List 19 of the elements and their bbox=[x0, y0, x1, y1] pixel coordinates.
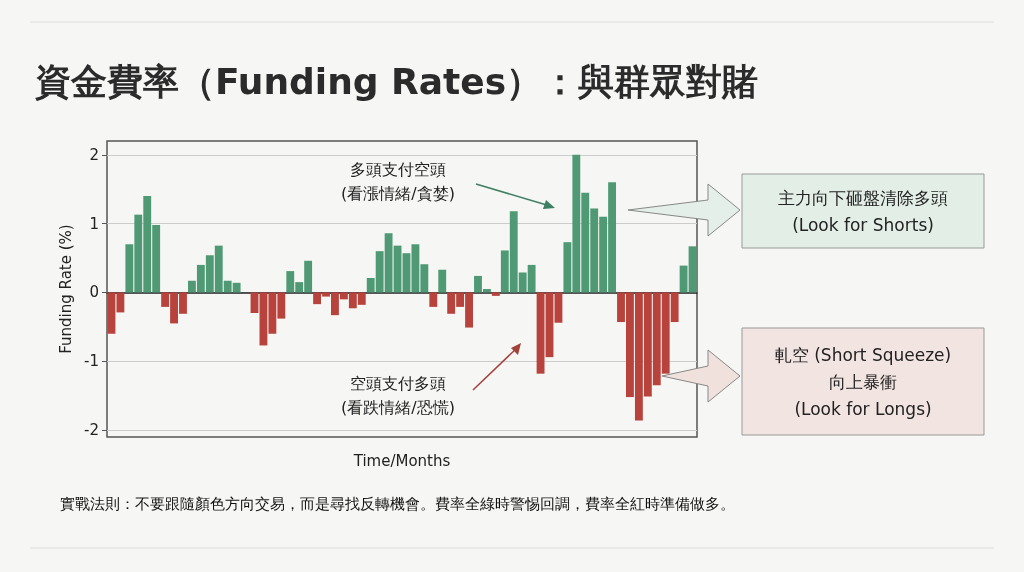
y-axis-title: Funding Rate (%) bbox=[56, 224, 75, 354]
bar bbox=[536, 292, 545, 374]
x-axis-title: Time/Months bbox=[352, 451, 451, 470]
text: 實戰法則：不要跟隨顏色方向交易，而是尋找反轉機會。費率全綠時警惕回調，費率全紅時準備做多。 bbox=[60, 494, 735, 513]
y-tick-label: 2 bbox=[89, 145, 99, 164]
y-tick-label: -2 bbox=[84, 421, 99, 440]
y-tick-label: -1 bbox=[84, 352, 99, 371]
bar bbox=[438, 269, 447, 293]
y-tick-label: 1 bbox=[89, 214, 99, 233]
bar bbox=[491, 292, 500, 296]
y-tick-label: 0 bbox=[89, 283, 99, 302]
annotation: 多頭支付空頭 (看漲情緒/貪婪) bbox=[341, 159, 455, 203]
text: 主力向下砸盤清除多頭 (Look for Shorts) bbox=[778, 187, 948, 235]
bar bbox=[554, 292, 563, 323]
chart-title: 資金費率（Funding Rates）：與群眾對賭 bbox=[35, 60, 759, 102]
bar bbox=[250, 292, 259, 314]
text: 軋空 (Short Squeeze) 向上暴衝 (Look for Longs) bbox=[774, 345, 952, 419]
annotation: 空頭支付多頭 (看跌情緒/恐慌) bbox=[341, 373, 455, 417]
bar bbox=[429, 292, 438, 307]
